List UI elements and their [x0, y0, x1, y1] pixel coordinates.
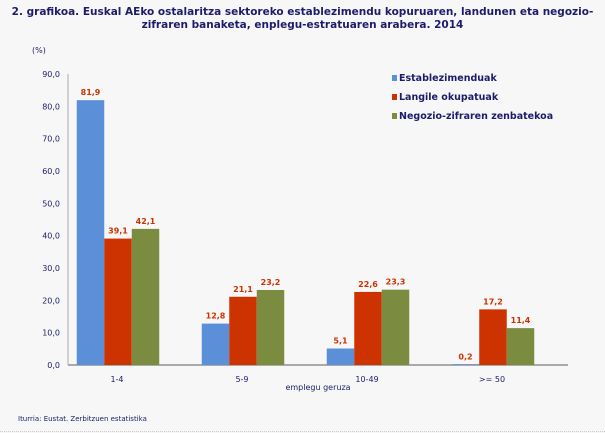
y-tick-label: 70,0	[42, 135, 60, 144]
bar-2	[381, 289, 410, 365]
legend-swatch-2	[392, 113, 397, 119]
legend-item: Negozio-zifraren zenbatekoa	[399, 111, 553, 122]
bar-0	[201, 323, 230, 365]
x-tick-label: >= 50	[479, 375, 505, 384]
bar-2	[256, 289, 285, 365]
data-label: 39,1	[108, 227, 128, 236]
legend-item: Establezimenduak	[399, 73, 497, 84]
y-tick-label: 20,0	[42, 296, 60, 305]
data-label: 5,1	[333, 337, 348, 346]
y-tick-label: 80,0	[42, 102, 60, 111]
data-label: 23,3	[386, 278, 406, 287]
bar-2	[506, 328, 535, 365]
bar-1	[104, 238, 132, 365]
data-label: 0,2	[458, 352, 472, 361]
y-tick-label: 90,0	[42, 70, 60, 79]
bar-1	[354, 291, 382, 365]
y-tick-label: 0,0	[47, 361, 60, 370]
data-label: 22,6	[358, 280, 378, 289]
y-tick-label: 50,0	[42, 199, 60, 208]
source-note: Iturria: Eustat. Zerbitzuen estatistika	[18, 415, 147, 423]
y-axis-unit: (%)	[32, 46, 46, 55]
legend-item: Langile okupatuak	[399, 92, 499, 103]
y-tick-label: 10,0	[42, 329, 60, 338]
bar-0	[76, 100, 105, 365]
x-axis-title: emplegu geruza	[285, 383, 350, 392]
data-label: 23,2	[261, 278, 281, 287]
legend-swatch-0	[392, 75, 397, 81]
legend-swatch-1	[392, 94, 397, 100]
bar-1	[479, 309, 507, 365]
data-label: 12,8	[206, 312, 226, 321]
data-label: 21,1	[233, 285, 253, 294]
data-label: 11,4	[511, 316, 531, 325]
chart-title: 2. grafikoa. Euskal AEko ostalaritza sek…	[11, 6, 594, 31]
data-label: 42,1	[136, 217, 156, 226]
x-tick-label: 10-49	[355, 375, 378, 384]
y-tick-label: 60,0	[42, 167, 60, 176]
y-tick-label: 30,0	[42, 264, 60, 273]
bar-0	[326, 348, 355, 365]
bottom-divider	[0, 431, 605, 432]
data-label: 17,2	[483, 297, 503, 306]
y-tick-label: 40,0	[42, 232, 60, 241]
bar-1	[229, 296, 257, 365]
bar-2	[131, 228, 160, 365]
data-label: 81,9	[81, 88, 101, 97]
x-tick-label: 1-4	[110, 375, 123, 384]
bar-0	[451, 364, 480, 365]
x-tick-label: 5-9	[235, 375, 248, 384]
